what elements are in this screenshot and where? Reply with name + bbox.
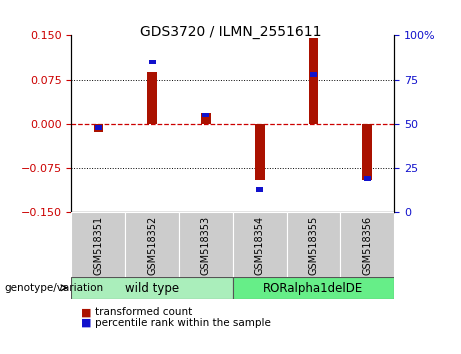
Bar <box>233 277 394 299</box>
Bar <box>364 176 371 181</box>
Bar <box>340 212 394 278</box>
Text: percentile rank within the sample: percentile rank within the sample <box>95 318 271 328</box>
Text: ■: ■ <box>81 307 91 317</box>
Bar <box>148 59 156 64</box>
Bar <box>71 212 125 278</box>
Bar <box>202 113 209 118</box>
Bar <box>95 125 102 130</box>
Text: GDS3720 / ILMN_2551611: GDS3720 / ILMN_2551611 <box>140 25 321 39</box>
Text: GSM518353: GSM518353 <box>201 216 211 275</box>
Bar <box>310 72 317 77</box>
Bar <box>362 124 372 180</box>
Text: ■: ■ <box>81 318 91 328</box>
Bar <box>309 38 318 124</box>
Bar <box>233 212 287 278</box>
Bar <box>71 277 233 299</box>
Text: GSM518354: GSM518354 <box>254 216 265 275</box>
Text: GSM518356: GSM518356 <box>362 216 372 275</box>
Text: transformed count: transformed count <box>95 307 192 317</box>
Bar <box>94 124 103 132</box>
Text: GSM518352: GSM518352 <box>147 216 157 275</box>
Bar <box>179 212 233 278</box>
Text: GSM518355: GSM518355 <box>308 216 319 275</box>
Text: genotype/variation: genotype/variation <box>5 283 104 293</box>
Bar <box>201 113 211 124</box>
Text: wild type: wild type <box>125 282 179 295</box>
Bar <box>256 187 263 192</box>
Bar <box>125 212 179 278</box>
Text: GSM518351: GSM518351 <box>93 216 103 275</box>
Text: RORalpha1delDE: RORalpha1delDE <box>263 282 364 295</box>
Bar <box>148 72 157 124</box>
Bar <box>255 124 265 180</box>
Bar <box>287 212 340 278</box>
